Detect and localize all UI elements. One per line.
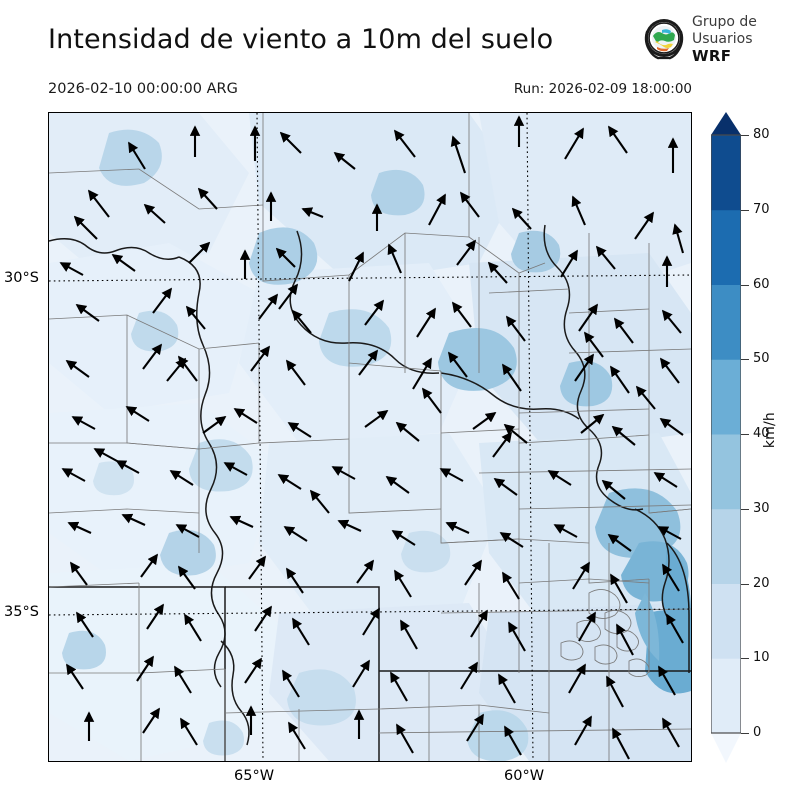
colorbar-tick-label: 70 <box>753 201 770 217</box>
colorbar-tick-mark <box>741 359 749 361</box>
province-borders <box>49 113 691 761</box>
logo-line-1: Grupo de <box>692 14 757 30</box>
colorbar-tick-label: 30 <box>753 500 770 516</box>
logo: Grupo de Usuarios WRF <box>640 14 792 72</box>
colorbar-tick-mark <box>741 135 749 136</box>
colorbar-tick-mark <box>741 583 749 585</box>
page-title: Intensidad de viento a 10m del suelo <box>48 24 554 55</box>
colorbar-unit-label: km/h <box>762 412 778 449</box>
colorbar-tick-mark <box>741 733 749 734</box>
colorbar-tick-mark <box>741 209 749 211</box>
colorbar-tick-mark <box>741 658 749 660</box>
colorbar-extend-top <box>711 112 741 135</box>
lon-label-60w: 60°W <box>504 768 545 784</box>
wind-map[interactable] <box>48 112 692 762</box>
colorbar-ticks: 0 10 20 30 40 50 60 70 80 <box>741 112 799 763</box>
logo-text: Grupo de Usuarios WRF <box>692 14 757 65</box>
colorbar-gradient <box>711 112 741 763</box>
colorbar-tick-label: 50 <box>753 351 770 367</box>
wind-arrows <box>59 115 685 760</box>
colorbar-tick-label: 80 <box>753 127 770 142</box>
run-time-label: Run: 2026-02-09 18:00:00 <box>513 81 692 97</box>
colorbar-extend-bottom <box>711 733 741 763</box>
colorbar-tick-mark <box>741 508 749 510</box>
lat-label-30s: 30°S <box>4 270 39 286</box>
colorbar-tick-mark <box>741 284 749 286</box>
globe-emblem-icon <box>644 19 684 60</box>
colorbar-tick-label: 0 <box>753 725 762 740</box>
wind-map-canvas <box>49 113 691 761</box>
colorbar[interactable] <box>711 112 741 763</box>
colorbar-tick-mark <box>741 434 749 435</box>
valid-time-label: 2026-02-10 00:00:00 ARG <box>48 81 238 97</box>
colorbar-tick-label: 10 <box>753 650 770 666</box>
logo-line-3: WRF <box>692 47 732 65</box>
lon-label-65w: 65°W <box>234 768 275 784</box>
logo-line-2: Usuarios <box>692 31 753 47</box>
colorbar-tick-label: 20 <box>753 575 770 591</box>
lat-label-35s: 35°S <box>4 604 39 620</box>
colorbar-tick-label: 40 <box>753 426 770 441</box>
colorbar-tick-label: 60 <box>753 276 770 292</box>
wind-speed-contours <box>49 113 691 761</box>
